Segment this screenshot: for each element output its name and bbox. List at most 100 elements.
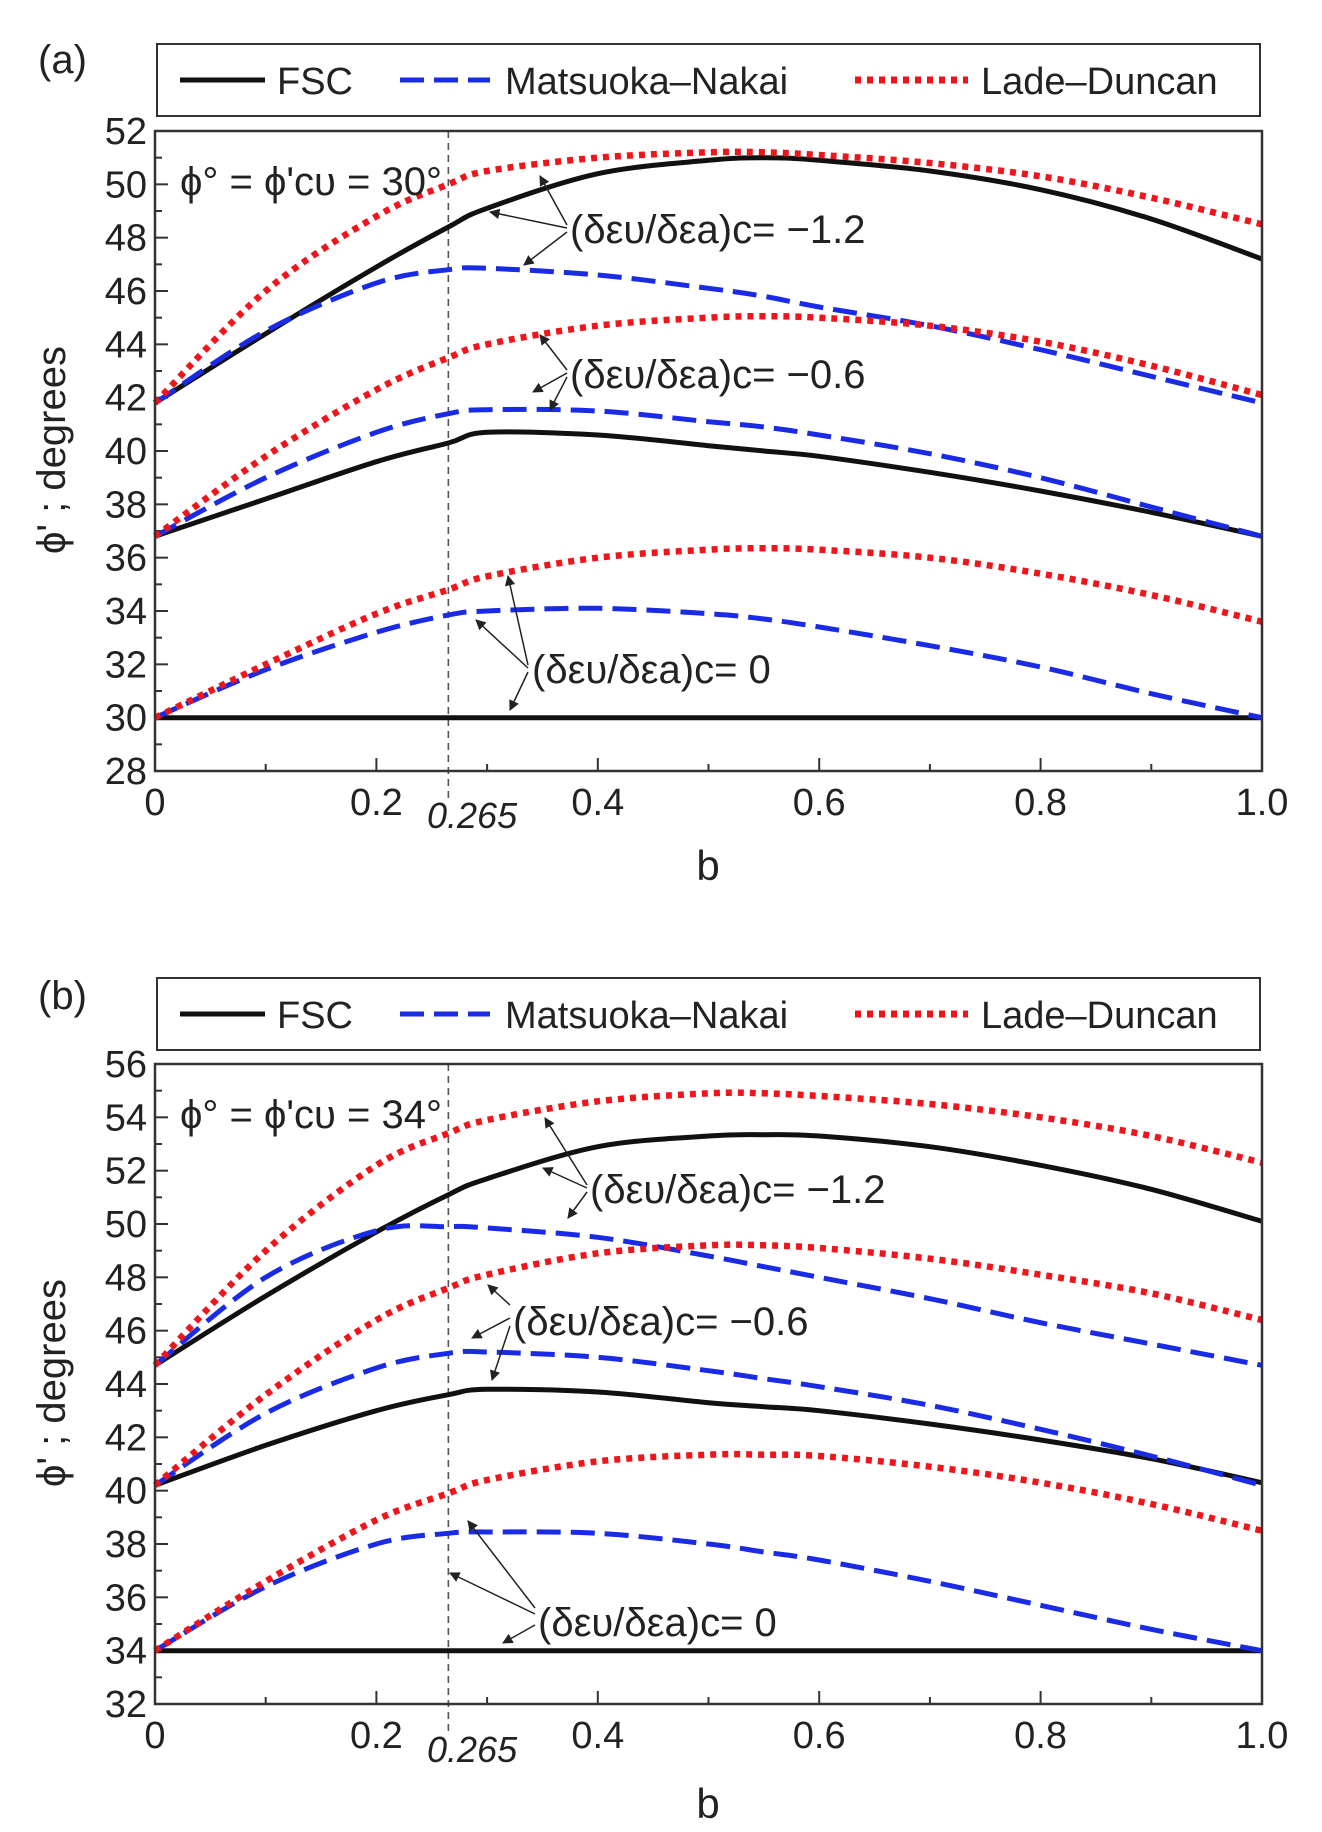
annotation-dilatancy-minus-1-2: (δευ/δεa)c= −1.2 — [570, 208, 866, 252]
y-tick-label: 38 — [105, 484, 147, 526]
x-tick-label: 1.0 — [1236, 782, 1289, 824]
series-line-matsuoka-nakai-group--0-6 — [153, 1348, 1263, 1488]
annotation-arrow — [504, 574, 529, 666]
panel-a: (a) FSC Matsuoka–Nakai Lade–Duncan 0 0.2 0… — [30, 38, 1288, 889]
x-tick-label: 0.2 — [350, 1715, 403, 1757]
annotation-arrow — [475, 619, 529, 669]
series-line-lade-duncan-group-0 — [153, 545, 1263, 721]
y-tick-label: 48 — [105, 218, 147, 260]
x-axis-label-b: b — [696, 1780, 719, 1827]
annotation-arrow — [487, 1284, 511, 1306]
annotations-a: (δευ/δεa)c= −1.2 (δευ/δεa)c= −0.6 (δευ/δ… — [475, 175, 866, 711]
x-tick-label: 0 — [144, 1715, 165, 1757]
annotations-b: (δευ/δεa)c= −1.2 (δευ/δεa)c= −0.6 (δευ/δ… — [449, 1117, 886, 1645]
y-tick-label: 46 — [105, 271, 147, 313]
y-tick-label: 52 — [105, 1151, 147, 1193]
marker-label-b: 0.265 — [427, 1729, 518, 1770]
legend-label-lade-duncan: Lade–Duncan — [981, 995, 1218, 1037]
legend-a: FSC Matsuoka–Nakai Lade–Duncan — [156, 43, 1261, 117]
annotation-arrow — [539, 334, 568, 371]
y-tick-label: 44 — [105, 324, 147, 366]
y-tick-label: 42 — [105, 1417, 147, 1459]
plot-area-a: 0 0.2 0.4 0.6 0.8 1.0 28 30 32 34 36 38 40 42 44 46 48 50… — [105, 111, 1289, 824]
x-tick-label: 0.4 — [571, 1715, 624, 1757]
series-line-lade-duncan-group--0-6 — [152, 1241, 1263, 1488]
annotation-dilatancy-minus-0-6: (δευ/δεa)c= −0.6 — [513, 1300, 809, 1344]
series-line-matsuoka-nakai-group--1-2 — [153, 1223, 1263, 1368]
x-tick-label: 0.4 — [571, 782, 624, 824]
y-tick-label: 34 — [105, 1631, 147, 1673]
annotation-arrow — [449, 1572, 536, 1615]
panel-label-b: (b) — [38, 974, 87, 1018]
annotation-arrow — [502, 1624, 536, 1644]
series-line-fsc-group--0-6 — [154, 429, 1263, 539]
annotation-dilatancy-zero: (δευ/δεa)c= 0 — [538, 1601, 777, 1645]
legend-label-lade-duncan: Lade–Duncan — [981, 61, 1218, 103]
x-tick-label: 0.2 — [350, 782, 403, 824]
y-tick-label: 44 — [105, 1364, 147, 1406]
y-axis-label-a: ϕ' ; degrees — [30, 346, 74, 554]
annotation-arrow — [532, 372, 568, 393]
x-tick-label: 0.8 — [1014, 782, 1067, 824]
annotation-arrow — [490, 1325, 511, 1381]
y-axis-label-b: ϕ' ; degrees — [30, 1279, 74, 1487]
y-tick-label: 42 — [105, 378, 147, 420]
y-tick-label: 36 — [105, 538, 147, 580]
series-line-fsc-group--1-2 — [153, 155, 1263, 406]
y-tick-label: 40 — [105, 1471, 147, 1513]
series-line-lade-duncan-group--1-2 — [152, 148, 1263, 406]
y-tick-label: 50 — [105, 164, 147, 206]
x-tick-label: 0 — [144, 782, 165, 824]
annotation-arrow — [539, 175, 568, 226]
plot-area-b: 0 0.2 0.4 0.6 0.8 1.0 32 34 36 38 40 42 44 46 48 50 52 54… — [105, 1044, 1289, 1757]
y-tick-label: 28 — [105, 751, 147, 793]
y-tick-label: 52 — [105, 111, 147, 153]
y-tick-label: 40 — [105, 431, 147, 473]
series-line-lade-duncan-group-0 — [153, 1450, 1263, 1654]
annotation-arrow — [523, 231, 568, 266]
annotation-dilatancy-minus-0-6: (δευ/δεa)c= −0.6 — [570, 353, 866, 397]
plot-frame-b — [153, 1062, 1264, 1706]
plot-frame-a — [153, 129, 1264, 773]
x-tick-label: 0.8 — [1014, 1715, 1067, 1757]
series-line-matsuoka-nakai-group--1-2 — [153, 265, 1263, 406]
x-axis-label-a: b — [696, 842, 719, 889]
y-tick-label: 38 — [105, 1524, 147, 1566]
y-tick-label: 48 — [105, 1257, 147, 1299]
series-line-lade-duncan-group--1-2 — [152, 1089, 1263, 1368]
x-tick-label: 0.6 — [793, 782, 846, 824]
y-tick-label: 32 — [105, 1684, 147, 1726]
legend-label-matsuoka-nakai: Matsuoka–Nakai — [505, 995, 788, 1037]
legend-box — [156, 43, 1261, 117]
y-tick-label: 54 — [105, 1097, 147, 1139]
annotation-arrow — [471, 1317, 511, 1339]
legend-label-fsc: FSC — [277, 61, 353, 103]
annotation-arrow — [509, 671, 529, 711]
annotation-arrow — [549, 376, 568, 411]
series-line-fsc-group--0-6 — [154, 1386, 1263, 1488]
legend-label-fsc: FSC — [277, 995, 353, 1037]
annotation-arrow — [567, 1191, 588, 1219]
legend-box — [156, 977, 1261, 1051]
marker-label-a: 0.265 — [427, 795, 518, 836]
y-tick-label: 36 — [105, 1577, 147, 1619]
annotation-arrow — [488, 208, 568, 229]
condition-label-b: ϕ° = ϕ'cυ = 34° — [180, 1093, 442, 1137]
y-tick-label: 46 — [105, 1311, 147, 1353]
series-line-matsuoka-nakai-group--0-6 — [153, 406, 1263, 539]
annotation-dilatancy-minus-1-2: (δευ/δεa)c= −1.2 — [590, 1168, 886, 1212]
y-tick-label: 32 — [105, 644, 147, 686]
annotation-dilatancy-zero: (δευ/δεa)c= 0 — [532, 648, 771, 692]
series-line-lade-duncan-group--0-6 — [153, 313, 1263, 539]
panel-b: (b) FSC Matsuoka–Nakai Lade–Duncan 0 0.2 0… — [30, 974, 1288, 1827]
series-line-fsc-group--1-2 — [153, 1132, 1263, 1368]
y-tick-label: 50 — [105, 1204, 147, 1246]
condition-label-a: ϕ° = ϕ'cυ = 30° — [180, 160, 442, 204]
y-tick-label: 30 — [105, 698, 147, 740]
series-line-matsuoka-nakai-group-0 — [153, 1529, 1263, 1654]
annotation-arrow — [467, 1520, 536, 1609]
panel-label-a: (a) — [38, 38, 87, 82]
y-tick-label: 34 — [105, 591, 147, 633]
x-tick-label: 1.0 — [1236, 1715, 1289, 1757]
